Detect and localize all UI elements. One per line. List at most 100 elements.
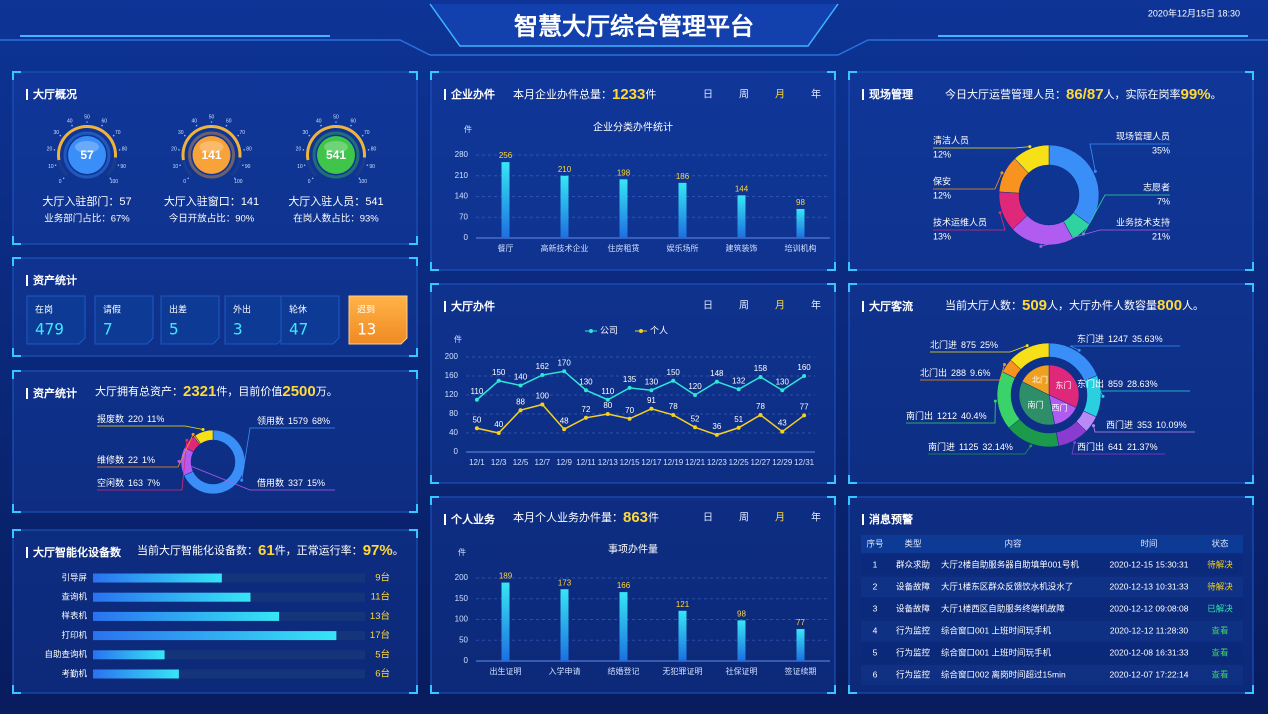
- bar: [678, 182, 687, 238]
- panel-corner: [430, 283, 836, 484]
- tab[interactable]: 日: [703, 90, 713, 101]
- gauge-tick-label: 60: [350, 118, 356, 124]
- gauge-tick-label: 90: [369, 164, 375, 170]
- gauge-tick: [237, 134, 239, 137]
- tab[interactable]: 周: [739, 300, 749, 312]
- value-label: 78: [669, 402, 678, 411]
- status[interactable]: 查看: [1211, 669, 1228, 679]
- tab[interactable]: 年: [811, 88, 821, 101]
- leader-line: [1089, 143, 1170, 172]
- point: [780, 388, 785, 393]
- panel-title: 大厅智能化设备数: [33, 545, 122, 559]
- x-tick-label: 12/21: [685, 458, 706, 467]
- summary-number: 800: [1157, 297, 1182, 314]
- table-cell: 3: [873, 603, 878, 613]
- slice-value: 22: [128, 455, 138, 465]
- slice-name: 北门进: [930, 339, 957, 350]
- slice-label: 报废数 220 11%: [97, 413, 164, 424]
- slice-value: 1247: [1108, 334, 1128, 344]
- bar: [560, 589, 569, 661]
- y-tick-label: 考勤机: [61, 668, 87, 678]
- status[interactable]: 查看: [1211, 625, 1228, 635]
- leader-dot: [1025, 344, 1029, 348]
- value-label: 144: [735, 184, 749, 193]
- inner-slice: [1048, 364, 1080, 408]
- table-row: [861, 577, 1243, 597]
- gauge-label: 大厅入驻人员：541: [288, 194, 383, 208]
- y-tick-label: 40: [449, 428, 458, 437]
- point: [802, 413, 807, 418]
- table-cell: 2020-12-08 16:31:33: [1110, 647, 1189, 657]
- page-title: 智慧大厅综合管理平台: [514, 12, 754, 40]
- inner-label: 西门: [1051, 403, 1067, 413]
- summary: 当前大厅智能化设备数：61件，正常运行率：97%。: [137, 542, 404, 559]
- tile-label: 外出: [233, 303, 251, 314]
- tab[interactable]: 日: [703, 301, 713, 312]
- tab[interactable]: 月: [775, 89, 785, 101]
- x-tick-label: 高新技术企业: [541, 243, 589, 253]
- x-tick-label: 娱乐场所: [667, 243, 699, 253]
- gauge-tick-label: 70: [364, 130, 370, 136]
- value-label: 170: [557, 358, 571, 367]
- slice-percent: 15%: [307, 478, 325, 488]
- panel-corner: [848, 283, 1254, 484]
- tab[interactable]: 月: [775, 512, 785, 524]
- gauge-tick: [361, 134, 364, 137]
- leader-dot: [185, 438, 189, 442]
- gauge-label-text: 大厅入驻部门：: [42, 194, 119, 208]
- tile: [280, 295, 340, 345]
- slice-label: 南门进 1125 32.14%: [928, 441, 1013, 452]
- gauge-tick: [62, 177, 65, 180]
- slice-percent: 40.4%: [961, 411, 987, 421]
- tab[interactable]: 年: [811, 511, 821, 524]
- slice-value: 21%: [1152, 231, 1170, 241]
- panel-title: 个人业务: [450, 512, 496, 526]
- slice-percent: 28.63%: [1127, 379, 1158, 389]
- gauge-tick-label: 80: [371, 146, 377, 152]
- gauge-tick: [184, 134, 186, 137]
- summary-text: 件，目前价值: [216, 384, 282, 398]
- x-tick-label: 12/7: [535, 458, 551, 467]
- slice-value: 163: [128, 478, 143, 488]
- gauge-label-value: 57: [119, 196, 131, 208]
- gauge-tick: [118, 149, 121, 151]
- panel-title: 企业办件: [450, 87, 495, 101]
- gauge-tick: [178, 149, 180, 151]
- x-tick-label: 签证续期: [785, 666, 817, 676]
- table-cell: 综合窗口001 上班时间玩手机: [941, 647, 1052, 657]
- status[interactable]: 已解决: [1207, 603, 1233, 613]
- bar: [501, 582, 510, 661]
- status[interactable]: 待解决: [1207, 581, 1233, 591]
- tab[interactable]: 周: [739, 89, 749, 101]
- value-label: 150: [492, 368, 506, 377]
- panel: [12, 529, 418, 694]
- column-header: 时间: [1140, 538, 1157, 548]
- gauge-sub: 业务部门占比：67%: [44, 213, 130, 225]
- slice-value: 220: [128, 414, 143, 424]
- tile-value: 13: [357, 320, 376, 339]
- tab[interactable]: 周: [739, 512, 749, 524]
- slice-label: 西门进 353 10.09%: [1106, 419, 1187, 430]
- summary-text: 件，正常运行率：: [275, 543, 363, 557]
- slice-label: 北门出 288 9.6%: [920, 367, 991, 378]
- status[interactable]: 查看: [1211, 647, 1228, 657]
- x-tick-label: 入学申请: [549, 666, 581, 676]
- value-label: 91: [647, 396, 656, 405]
- leader-line: [930, 345, 1028, 353]
- gauge-tick: [109, 177, 112, 180]
- point: [780, 429, 785, 434]
- tab[interactable]: 月: [775, 300, 785, 312]
- slice-percent: 35.63%: [1132, 334, 1163, 344]
- summary-number: 99%: [1181, 86, 1211, 103]
- tab[interactable]: 年: [811, 299, 821, 312]
- leader-dot: [191, 432, 195, 436]
- tab[interactable]: 日: [703, 513, 713, 524]
- gauge-tick-label: 50: [84, 114, 90, 120]
- header-center: [429, 3, 839, 47]
- summary-text: 万。: [316, 386, 338, 398]
- slice-name: 现场管理人员: [1116, 130, 1170, 141]
- slice-label: 东门进 1247 35.63%: [1077, 333, 1163, 344]
- status[interactable]: 待解决: [1207, 559, 1233, 569]
- point: [693, 425, 698, 430]
- x-tick-label: 出生证明: [490, 666, 522, 676]
